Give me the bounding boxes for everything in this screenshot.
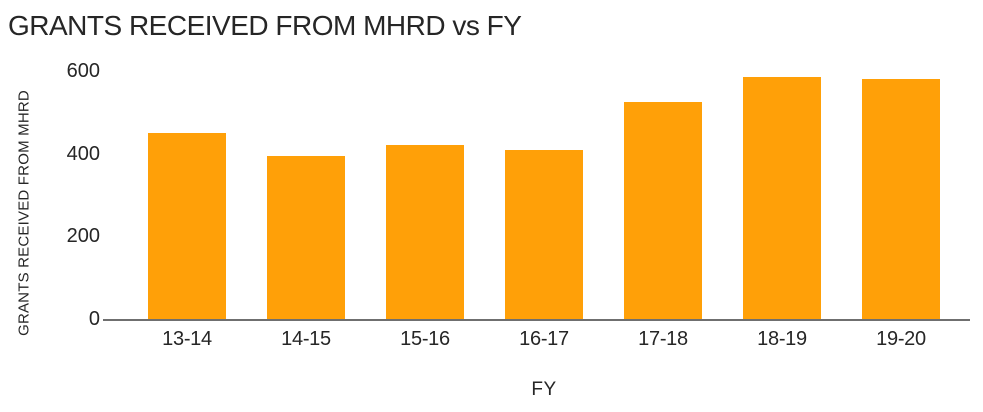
plot-area xyxy=(103,71,970,321)
y-tick-label-400: 400 xyxy=(66,143,100,165)
chart-title: GRANTS RECEIVED FROM MHRD vs FY xyxy=(8,10,522,41)
x-tick-label-13-14: 13-14 xyxy=(162,328,212,350)
bar-19-20 xyxy=(862,79,940,319)
x-tick-label-19-20: 19-20 xyxy=(876,328,926,350)
x-tick-label-15-16: 15-16 xyxy=(400,328,450,350)
x-tick-label-14-15: 14-15 xyxy=(281,328,331,350)
bar-14-15 xyxy=(267,156,345,319)
bar-16-17 xyxy=(505,150,583,319)
bar-15-16 xyxy=(386,145,464,319)
x-tick-label-17-18: 17-18 xyxy=(638,328,688,350)
bar-17-18 xyxy=(624,102,702,319)
x-tick-label-18-19: 18-19 xyxy=(757,328,807,350)
bar-18-19 xyxy=(743,77,821,319)
x-axis-tick-labels: 13-14 14-15 15-16 16-17 17-18 18-19 19-20 xyxy=(103,327,970,353)
y-tick-label-200: 200 xyxy=(66,225,100,247)
x-tick-label-16-17: 16-17 xyxy=(519,328,569,350)
bar-13-14 xyxy=(148,133,226,319)
y-axis-tick-labels: 0 200 400 600 xyxy=(30,60,100,330)
x-axis-title: FY xyxy=(531,379,557,400)
y-tick-label-600: 600 xyxy=(66,60,100,82)
y-tick-label-0: 0 xyxy=(88,308,100,330)
